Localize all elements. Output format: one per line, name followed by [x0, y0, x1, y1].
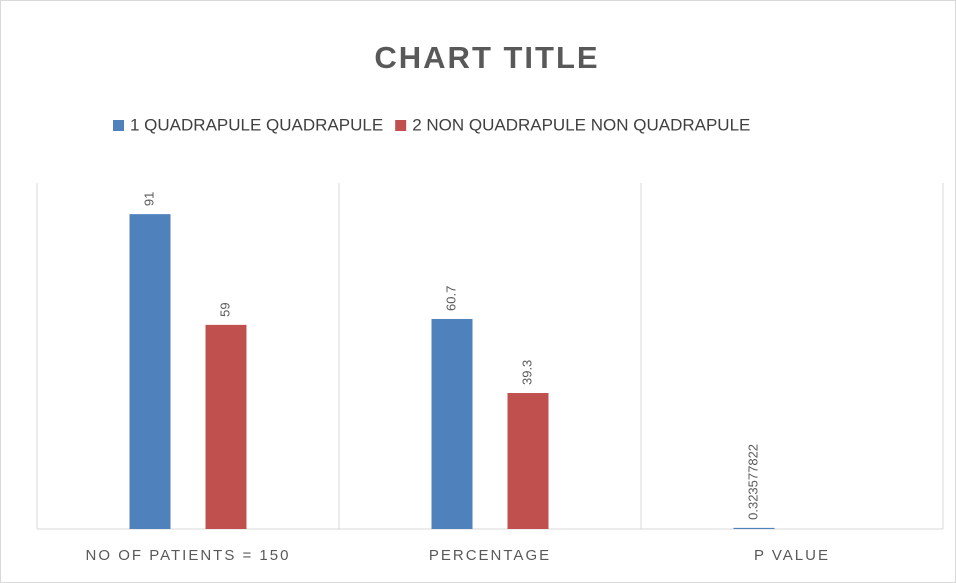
- bar: [733, 527, 775, 529]
- x-tick-label: PERCENTAGE: [429, 547, 551, 564]
- data-label: 0.323577822: [745, 444, 760, 520]
- legend-swatch: [113, 120, 124, 131]
- bar: [507, 393, 549, 529]
- legend-label: 1 QUADRAPULE QUADRAPULE: [130, 115, 383, 134]
- data-label: 59: [217, 302, 232, 316]
- x-tick-label: NO OF PATIENTS = 150: [86, 547, 291, 564]
- bar: [129, 214, 171, 529]
- x-tick-label: P VALUE: [754, 547, 830, 564]
- legend-swatch: [395, 120, 407, 131]
- chart-title: CHART TITLE: [374, 40, 599, 75]
- legend-label: 2 NON QUADRAPULE NON QUADRAPULE: [412, 115, 750, 134]
- data-label: 91: [141, 192, 156, 206]
- bar: [431, 318, 473, 529]
- data-label: 39.3: [519, 360, 534, 385]
- data-label: 60.7: [443, 286, 458, 311]
- bar: [205, 324, 247, 529]
